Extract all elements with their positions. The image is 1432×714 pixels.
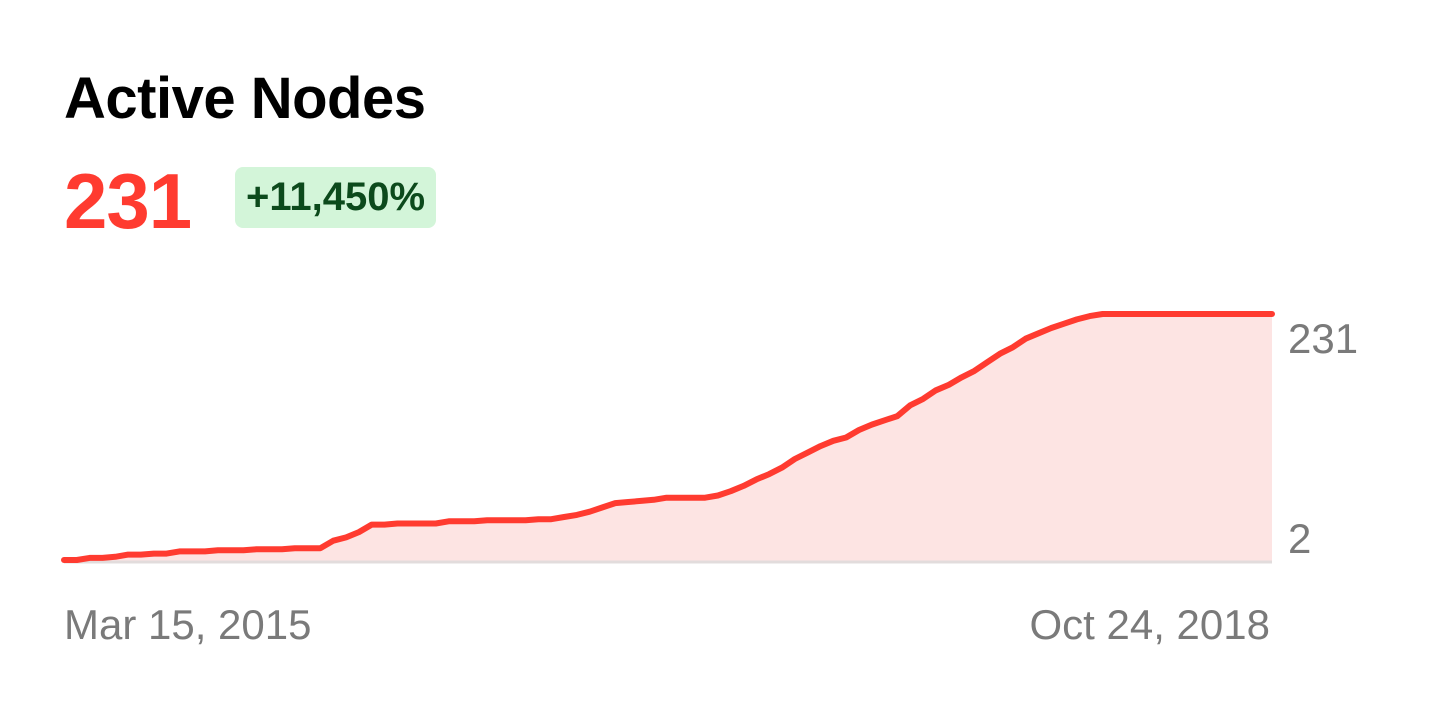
x-tick-start: Mar 15, 2015 xyxy=(64,601,312,648)
y-tick-max: 231 xyxy=(1288,315,1358,362)
x-tick-end: Oct 24, 2018 xyxy=(1030,601,1271,648)
chart-area-fill xyxy=(64,314,1272,562)
y-tick-min: 2 xyxy=(1288,515,1311,562)
